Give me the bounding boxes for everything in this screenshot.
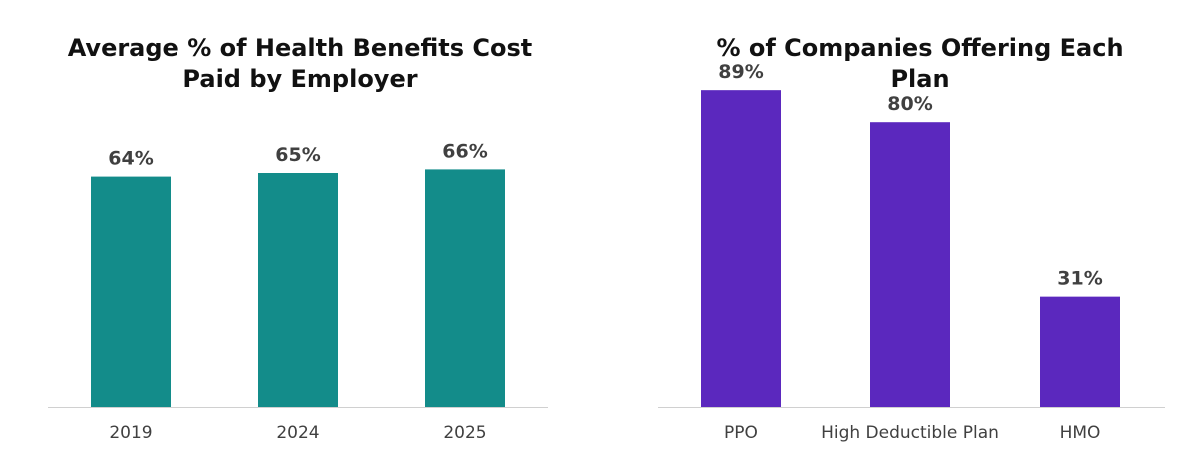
x-tick-label: High Deductible Plan	[821, 423, 999, 443]
data-label: 64%	[108, 148, 153, 170]
x-tick-label: 2024	[276, 423, 319, 443]
chart-employer-cost-share: 64% 2019 65% 2024 66% 2025 Average % of Healt…	[48, 34, 548, 443]
data-label: 80%	[887, 93, 932, 115]
bar-2024	[258, 173, 338, 407]
data-label: 66%	[442, 140, 487, 162]
chart-title: % of Companies Offering Each Plan	[716, 34, 1124, 93]
x-tick-label: HMO	[1060, 423, 1101, 443]
chart-title: Average % of Health Benefits Cost Paid b…	[67, 34, 533, 93]
data-label: 89%	[718, 61, 763, 83]
chart-plan-offerings: 89% PPO 80% High Deductible Plan 31% HMO % of…	[600, 0, 1200, 469]
bar-ppo	[701, 90, 781, 407]
x-tick-label: PPO	[724, 423, 758, 443]
data-label: 31%	[1057, 268, 1102, 290]
bar-2019	[91, 176, 171, 407]
data-label: 65%	[275, 144, 320, 166]
bar-2025	[425, 169, 505, 407]
bar-hmo	[1040, 296, 1120, 407]
chart-plot-area: 64% 2019 65% 2024 66% 2025	[48, 140, 548, 443]
x-tick-label: 2025	[443, 423, 486, 443]
chart-plot-area: 89% PPO 80% High Deductible Plan 31% HMO	[658, 61, 1165, 443]
x-tick-label: 2019	[109, 423, 152, 443]
bar-high-deductible-plan	[870, 122, 950, 407]
